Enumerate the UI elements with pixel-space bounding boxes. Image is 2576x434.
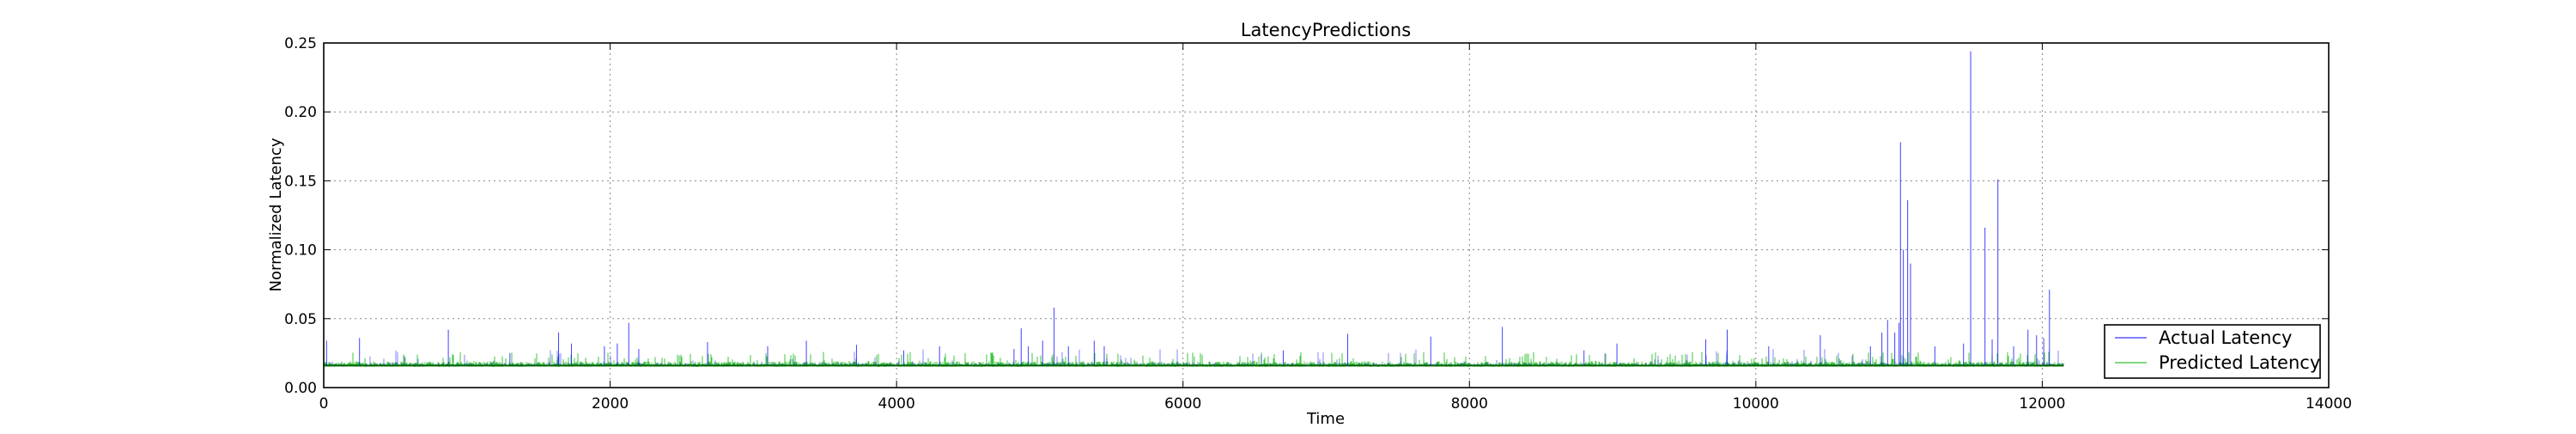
plot-frame: [323, 42, 2330, 388]
x-tick-label: 4000: [878, 395, 915, 413]
y-axis-title: Normalized Latency: [267, 138, 285, 291]
x-tick-label: 14000: [2306, 395, 2352, 413]
y-tick-label: 0.10: [284, 242, 317, 260]
y-tick-label: 0.00: [284, 380, 317, 397]
chart-title: LatencyPredictions: [1241, 20, 1411, 40]
series-actual-latency-noise: [323, 349, 2064, 366]
legend: Actual Latency Predicted Latency: [2104, 324, 2321, 379]
x-tick-label: 10000: [1733, 395, 1779, 413]
x-axis-title: Time: [1306, 410, 1345, 428]
grid-lines: [324, 43, 2329, 388]
legend-label-actual: Actual Latency: [2159, 327, 2292, 348]
y-tick-label: 0.05: [284, 311, 317, 328]
x-tick-label: 2000: [592, 395, 629, 413]
axis-ticks: 0 2000 4000 6000 8000 10000 12000 14000 0.00 0.05…: [284, 35, 2352, 413]
data-series: [323, 51, 2064, 367]
legend-box: [2104, 324, 2321, 379]
x-tick-label: 12000: [2019, 395, 2065, 413]
x-tick-label: 0: [319, 395, 329, 413]
y-tick-label: 0.15: [284, 173, 317, 190]
x-tick-label: 8000: [1451, 395, 1488, 413]
y-tick-label: 0.25: [284, 35, 317, 52]
x-tick-label: 6000: [1164, 395, 1201, 413]
legend-label-predicted: Predicted Latency: [2159, 352, 2320, 373]
y-tick-label: 0.20: [284, 104, 317, 121]
